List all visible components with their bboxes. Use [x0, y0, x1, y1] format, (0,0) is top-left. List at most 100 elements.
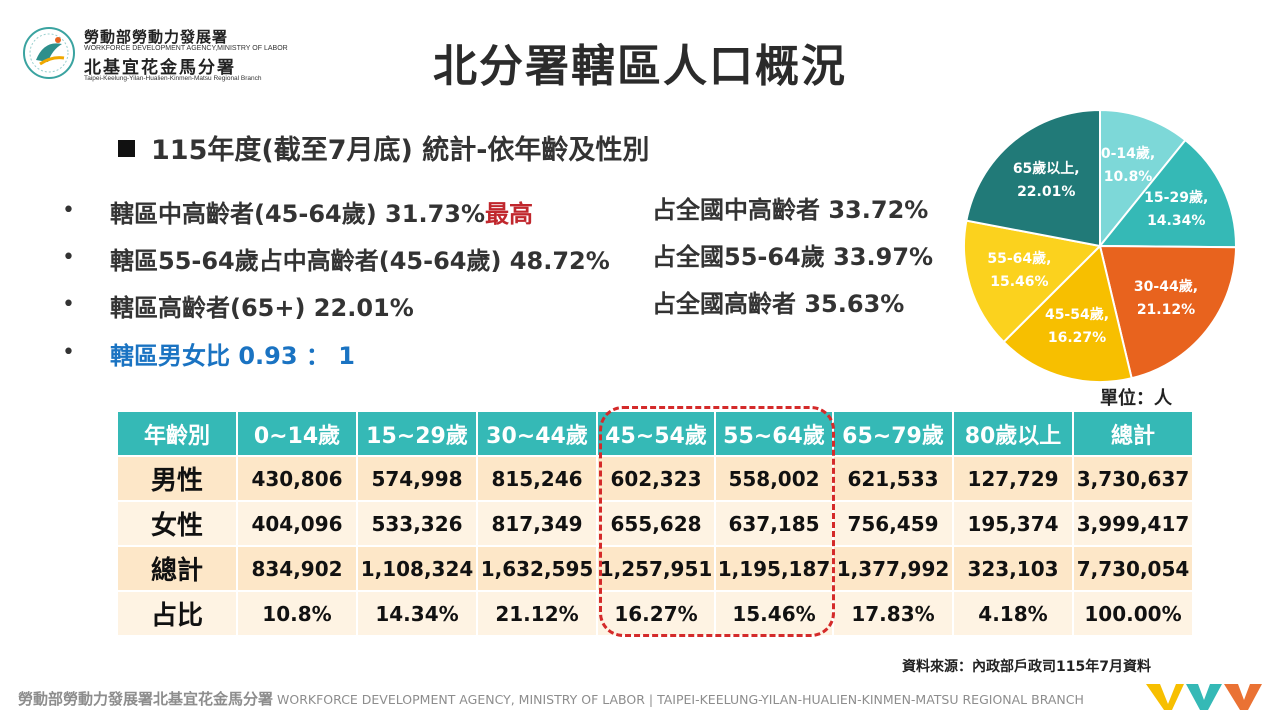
pie-slice: [963, 219, 1103, 344]
pie-slice: [1002, 244, 1133, 383]
pie-slice: [965, 108, 1101, 248]
data-source-note: 資料來源：內政部戶政司115年7月資料: [902, 659, 1151, 675]
table-cell: 17.83%: [832, 592, 952, 637]
table-header: 55~64歲: [714, 412, 832, 457]
pie-slice-name: 30-44歲,: [1133, 278, 1199, 295]
pie-svg: [963, 108, 1238, 383]
logo-agency-name-en: WORKFORCE DEVELOPMENT AGENCY,MINISTRY OF…: [84, 45, 288, 52]
stat-55-64: 轄區55-64歲占中高齡者(45-64歲) 48.72%: [110, 247, 610, 275]
table-cell: 1,108,324: [356, 547, 476, 592]
pie-slice-percent: 15.46%: [990, 273, 1049, 290]
pie-slice-label: 15-29歲, 14.34%: [1134, 187, 1218, 233]
footer-agency-name: 勞動部勞動力發展署北基宜花金馬分署: [18, 690, 274, 708]
agency-seal-icon: [23, 27, 75, 79]
row-label: 總計: [118, 547, 236, 592]
bullet-icon: •: [62, 292, 75, 317]
pie-slice-label: 30-44歲, 21.12%: [1124, 276, 1208, 322]
pie-slice: [1097, 138, 1237, 249]
table-cell: 621,533: [832, 457, 952, 502]
table-cell: 127,729: [952, 457, 1072, 502]
pie-slice-name: 0-14歲,: [1100, 146, 1156, 163]
table-cell: 533,326: [356, 502, 476, 547]
stat-midage: 轄區中高齡者(45-64歲) 31.73%最高: [110, 194, 533, 229]
subtitle-text: 115年度(截至7月底) 統計-依年齡及性別: [151, 135, 650, 166]
table-cell: 404,096: [236, 502, 356, 547]
table-row: 男性 430,806 574,998 815,246 602,323 558,002 621…: [118, 457, 1192, 502]
table-cell: 574,998: [356, 457, 476, 502]
pie-slice-label: 55-64歲, 15.46%: [977, 248, 1061, 294]
bullet-icon: •: [62, 340, 75, 365]
table-row: 總計 834,902 1,108,324 1,632,595 1,257,951 1,19…: [118, 547, 1192, 592]
footer-agency-name-en: WORKFORCE DEVELOPMENT AGENCY, MINISTRY O…: [277, 692, 1084, 707]
pie-slice-label: 45-54歲, 16.27%: [1035, 304, 1119, 350]
stat-midage-highlight: 最高: [485, 200, 534, 228]
highlight-box-45-64: [599, 406, 835, 637]
row-label: 女性: [118, 502, 236, 547]
table-row: 占比 10.8% 14.34% 21.12% 16.27% 15.46% 17.83% 4.1…: [118, 592, 1192, 637]
square-bullet-icon: [118, 140, 135, 157]
pie-slice-percent: 10.8%: [1103, 169, 1153, 186]
logo-branch-name-en: Taipei-Keelung-Yilan-Hualien-Kinmen-Mats…: [84, 75, 262, 82]
row-label: 占比: [118, 592, 236, 637]
stat-55-64-national: 占全國55-64歲 33.97%: [652, 243, 934, 271]
table-cell: 195,374: [952, 502, 1072, 547]
stat-sex-ratio: 轄區男女比 0.93 ： 1: [110, 336, 355, 371]
pie-slice-percent: 16.27%: [1047, 330, 1107, 347]
table-row: 女性 404,096 533,326 817,349 655,628 637,185 756…: [118, 502, 1192, 547]
pie-slice-percent: 21.12%: [1136, 301, 1196, 318]
pie-slice-label: 0-14歲, 10.8%: [1086, 143, 1170, 189]
section-subtitle: 115年度(截至7月底) 統計-依年齡及性別: [118, 128, 649, 167]
stat-elderly-national: 占全國高齡者 35.63%: [652, 290, 905, 318]
table-header-row: 年齡別 0~14歲 15~29歲 30~44歲 45~54歲 55~64歲 65…: [118, 412, 1192, 457]
pie-slice-label: 65歲以上, 22.01%: [1004, 158, 1088, 204]
pie-slice-name: 55-64歲,: [987, 250, 1052, 267]
pie-slice-name: 45-54歲,: [1044, 307, 1110, 324]
table-cell: 430,806: [236, 457, 356, 502]
table-cell: 3,730,637: [1072, 457, 1192, 502]
table-cell: 834,902: [236, 547, 356, 592]
footer-brand-mark-icon: [1146, 684, 1262, 710]
table-cell: 1,632,595: [476, 547, 596, 592]
table-header: 年齡別: [118, 412, 236, 457]
page-title: 北分署轄區人口概況: [433, 41, 847, 92]
age-pie-chart: 0-14歲, 10.8% 15-29歲, 14.34% 30-44歲, 21.12% 45-…: [960, 106, 1240, 386]
table-cell: 323,103: [952, 547, 1072, 592]
table-cell: 7,730,054: [1072, 547, 1192, 592]
pie-slice-name: 15-29歲,: [1144, 189, 1209, 206]
table-cell: 1,257,951: [596, 547, 714, 592]
stat-sex-ratio-value: 0.93 ： 1: [238, 342, 355, 370]
row-label: 男性: [118, 457, 236, 502]
table-cell: 21.12%: [476, 592, 596, 637]
table-cell: 655,628: [596, 502, 714, 547]
stat-elderly: 轄區高齡者(65+) 22.01%: [110, 294, 414, 322]
pie-slice: [1098, 244, 1238, 380]
stat-sex-ratio-label: 轄區男女比: [110, 342, 230, 370]
unit-label: 單位：人: [1100, 388, 1172, 409]
table-cell: 4.18%: [952, 592, 1072, 637]
table-header: 總計: [1072, 412, 1192, 457]
bullet-icon: •: [62, 245, 75, 270]
agency-logo: 勞動部勞動力發展署 WORKFORCE DEVELOPMENT AGENCY,M…: [22, 22, 288, 84]
stat-midage-national: 占全國中高齡者 33.72%: [652, 196, 929, 224]
table-header: 80歲以上: [952, 412, 1072, 457]
logo-branch-name: 北基宜花金馬分署: [84, 58, 236, 78]
footer-bar: 勞動部勞動力發展署北基宜花金馬分署 WORKFORCE DEVELOPMENT A…: [18, 688, 1084, 709]
table-cell: 558,002: [714, 457, 832, 502]
population-table: 年齡別 0~14歲 15~29歲 30~44歲 45~54歲 55~64歲 65…: [118, 412, 1192, 637]
table-cell: 756,459: [832, 502, 952, 547]
pie-slice-percent: 22.01%: [1017, 184, 1076, 201]
table-header: 65~79歲: [832, 412, 952, 457]
pie-slice-name: 65歲以上,: [1012, 161, 1080, 178]
table-cell: 10.8%: [236, 592, 356, 637]
stat-midage-text: 轄區中高齡者(45-64歲) 31.73%: [110, 200, 486, 228]
table-cell: 1,195,187: [714, 547, 832, 592]
bullet-icon: •: [62, 198, 75, 223]
table-cell: 817,349: [476, 502, 596, 547]
table-cell: 100.00%: [1072, 592, 1192, 637]
logo-agency-name: 勞動部勞動力發展署: [84, 28, 229, 46]
pie-slice: [1099, 108, 1187, 249]
table-header: 30~44歲: [476, 412, 596, 457]
table-cell: 3,999,417: [1072, 502, 1192, 547]
table-cell: 602,323: [596, 457, 714, 502]
table-cell: 14.34%: [356, 592, 476, 637]
